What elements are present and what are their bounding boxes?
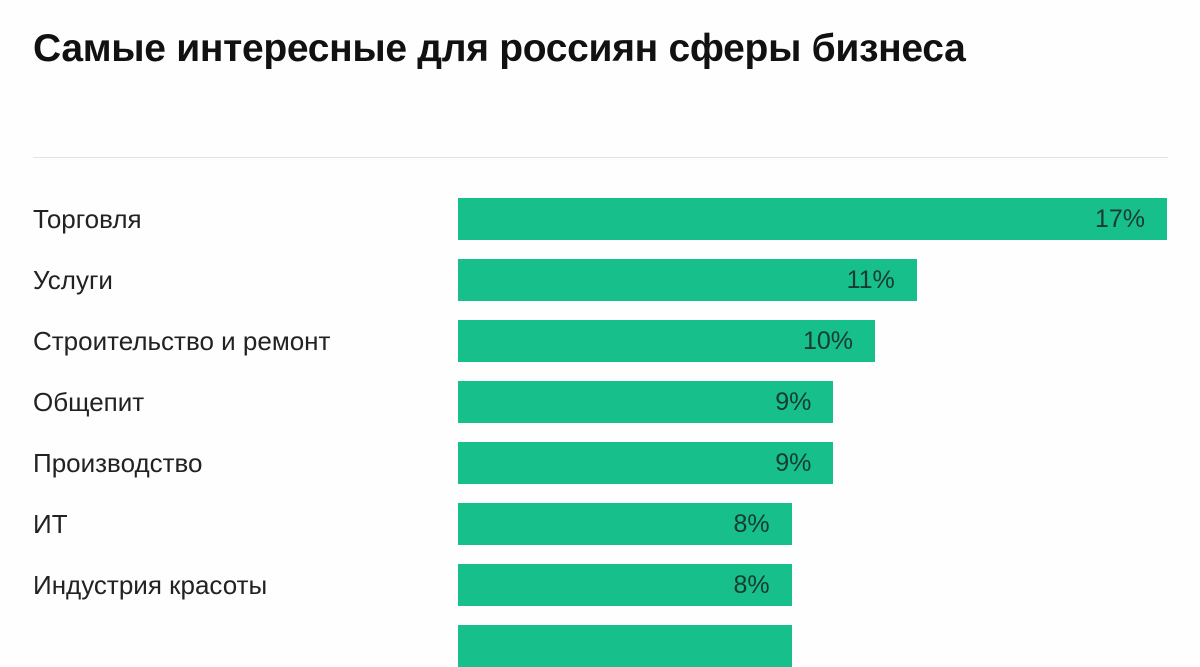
divider <box>33 157 1168 158</box>
value-label: 8% <box>733 510 770 538</box>
category-label: Услуги <box>33 265 113 295</box>
bar <box>458 564 792 606</box>
value-label: 9% <box>775 388 812 416</box>
value-label: 17% <box>1094 205 1145 233</box>
category-label: ИТ <box>33 509 68 539</box>
value-label: 11% <box>846 266 895 294</box>
category-label: Общепит <box>33 387 145 417</box>
chart-title: Самые интересные для россиян сферы бизне… <box>33 27 966 70</box>
value-label: 10% <box>803 327 854 355</box>
value-label: 8% <box>733 571 770 599</box>
bar <box>458 381 834 423</box>
bar <box>458 442 834 484</box>
category-label: Производство <box>33 448 203 478</box>
category-label: Строительство и ремонт <box>33 326 331 356</box>
bar <box>458 503 792 545</box>
category-label: Торговля <box>33 204 142 234</box>
bar <box>458 320 876 362</box>
bar <box>458 198 1167 240</box>
category-label: Индустрия красоты <box>33 570 268 600</box>
value-label: 9% <box>775 449 812 477</box>
bar <box>458 259 917 301</box>
bar <box>458 625 792 667</box>
